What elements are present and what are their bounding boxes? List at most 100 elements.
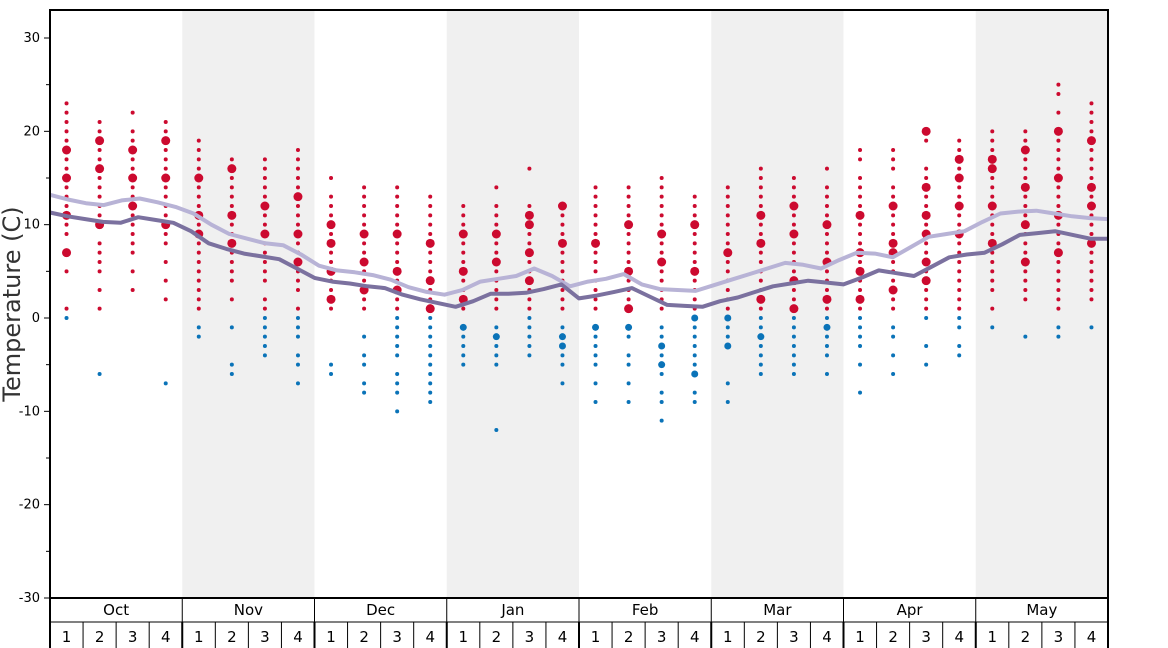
warm-point: [97, 176, 102, 180]
warm-point: [262, 297, 267, 302]
week-label: 2: [95, 628, 105, 646]
warm-point: [428, 222, 433, 227]
warm-point: [725, 232, 730, 236]
warm-point: [329, 288, 334, 292]
warm-point: [395, 204, 400, 208]
warm-point: [858, 288, 863, 292]
cold-point: [1089, 325, 1094, 330]
warm-point: [758, 176, 763, 180]
warm-point: [1020, 145, 1030, 155]
warm-point: [64, 204, 69, 208]
warm-point: [163, 278, 168, 283]
warm-point: [987, 238, 997, 248]
warm-point: [924, 288, 929, 292]
cold-point: [494, 344, 499, 348]
warm-point: [1056, 241, 1061, 246]
warm-point: [560, 269, 565, 274]
warm-point: [425, 276, 435, 286]
warm-point: [262, 157, 267, 162]
warm-point: [791, 250, 796, 255]
warm-point: [758, 306, 763, 311]
cold-point: [791, 362, 796, 367]
warm-point: [97, 306, 102, 311]
cold-point: [229, 362, 234, 367]
warm-point: [97, 120, 102, 124]
cold-point: [362, 362, 367, 367]
warm-point: [858, 241, 863, 246]
warm-point: [359, 257, 369, 267]
warm-point: [461, 213, 466, 218]
cold-point: [428, 316, 433, 320]
warm-point: [196, 148, 201, 152]
warm-point: [196, 250, 201, 255]
warm-point: [494, 241, 499, 246]
cold-point: [295, 316, 300, 320]
warm-point: [97, 269, 102, 274]
warm-point: [957, 278, 962, 283]
week-label: 2: [624, 628, 634, 646]
warm-point: [1089, 269, 1094, 274]
week-label: 2: [359, 628, 369, 646]
cold-point: [593, 362, 598, 367]
warm-point: [824, 306, 829, 311]
warm-point: [64, 120, 69, 124]
week-label: 4: [161, 628, 171, 646]
warm-point: [130, 110, 135, 115]
cold-point: [560, 362, 565, 367]
warm-point: [428, 213, 433, 218]
warm-point: [362, 213, 367, 218]
warm-point: [626, 241, 631, 246]
warm-point: [891, 157, 896, 162]
month-band-may: [975, 10, 1108, 598]
warm-point: [527, 241, 532, 246]
month-label: May: [1026, 601, 1057, 619]
warm-point: [891, 148, 896, 152]
week-label: 4: [1087, 628, 1097, 646]
cold-point: [824, 316, 829, 320]
cold-point: [295, 325, 300, 330]
warm-point: [659, 278, 664, 283]
warm-point: [362, 194, 367, 199]
warm-point: [924, 306, 929, 311]
warm-point: [593, 250, 598, 255]
warm-point: [1023, 278, 1028, 283]
warm-point: [1023, 194, 1028, 199]
cold-point: [758, 325, 763, 330]
warm-point: [196, 194, 201, 199]
warm-point: [888, 238, 898, 248]
warm-point: [858, 204, 863, 208]
warm-point: [329, 213, 334, 218]
warm-point: [824, 166, 829, 171]
warm-point: [824, 213, 829, 218]
warm-point: [758, 185, 763, 190]
warm-point: [130, 129, 135, 134]
warm-point: [362, 278, 367, 283]
cold-point: [593, 353, 598, 358]
warm-point: [130, 138, 135, 143]
cold-point: [823, 323, 831, 331]
warm-point: [362, 297, 367, 302]
warm-point: [990, 176, 995, 180]
warm-point: [957, 297, 962, 302]
warm-point: [659, 204, 664, 208]
warm-point: [64, 185, 69, 190]
cold-point: [691, 314, 699, 322]
warm-point: [524, 248, 534, 258]
warm-point: [692, 260, 697, 264]
warm-point: [227, 164, 237, 174]
warm-point: [725, 194, 730, 199]
cold-point: [957, 316, 962, 320]
warm-point: [1056, 138, 1061, 143]
warm-point: [957, 185, 962, 190]
warm-point: [163, 120, 168, 124]
warm-point: [1089, 176, 1094, 180]
warm-point: [527, 297, 532, 302]
warm-point: [987, 164, 997, 174]
warm-point: [196, 166, 201, 171]
warm-point: [758, 232, 763, 236]
warm-point: [494, 213, 499, 218]
cold-point: [329, 362, 334, 367]
warm-point: [990, 306, 995, 311]
cold-point: [461, 362, 466, 367]
warm-point: [626, 194, 631, 199]
